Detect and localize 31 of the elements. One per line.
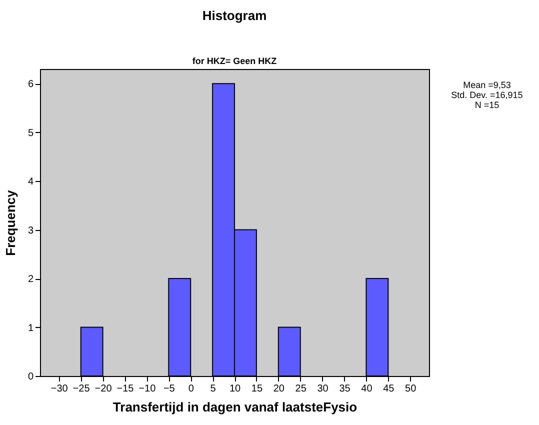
x-tick-label: 10 (229, 384, 241, 394)
y-tick-label: 5 (28, 128, 34, 139)
chart-subtitle: for HKZ= Geen HKZ (192, 56, 278, 66)
x-axis-title: Transfertijd in dagen vanaf laatsteFysio (112, 400, 358, 414)
y-axis-title: Frequency (2, 189, 18, 256)
x-tick-label: −10 (138, 384, 156, 394)
text: N =15 (474, 100, 500, 110)
x-tick-label: −20 (94, 384, 112, 394)
chart-title: Histogram (202, 8, 267, 23)
y-tick-label: 2 (28, 274, 34, 286)
x-tick-label: −30 (50, 384, 68, 394)
y-tick-label: 1 (28, 322, 34, 334)
y-tick-label: 4 (28, 176, 34, 188)
x-tick-label: 20 (273, 384, 285, 394)
y-tick-label: 3 (28, 225, 34, 236)
x-tick-label: 25 (295, 384, 307, 394)
x-tick-label: 15 (251, 384, 263, 394)
y-tick-label: 0 (28, 372, 34, 382)
x-tick-label: 0 (188, 384, 194, 394)
x-tick-label: 5 (210, 384, 216, 394)
x-tick-label: 35 (339, 384, 351, 394)
x-tick-label: −15 (116, 384, 134, 394)
x-tick-label: 40 (361, 384, 373, 394)
x-tick-label: 30 (317, 384, 329, 394)
x-tick-label: −25 (72, 384, 90, 394)
x-tick-label: 50 (405, 384, 417, 394)
x-tick-label: −5 (163, 384, 176, 394)
text: Std. Dev. =16,915 (450, 90, 524, 100)
text: Mean =9,53 (462, 80, 512, 90)
x-tick-label: 45 (383, 384, 395, 394)
y-tick-label: 6 (28, 79, 34, 90)
